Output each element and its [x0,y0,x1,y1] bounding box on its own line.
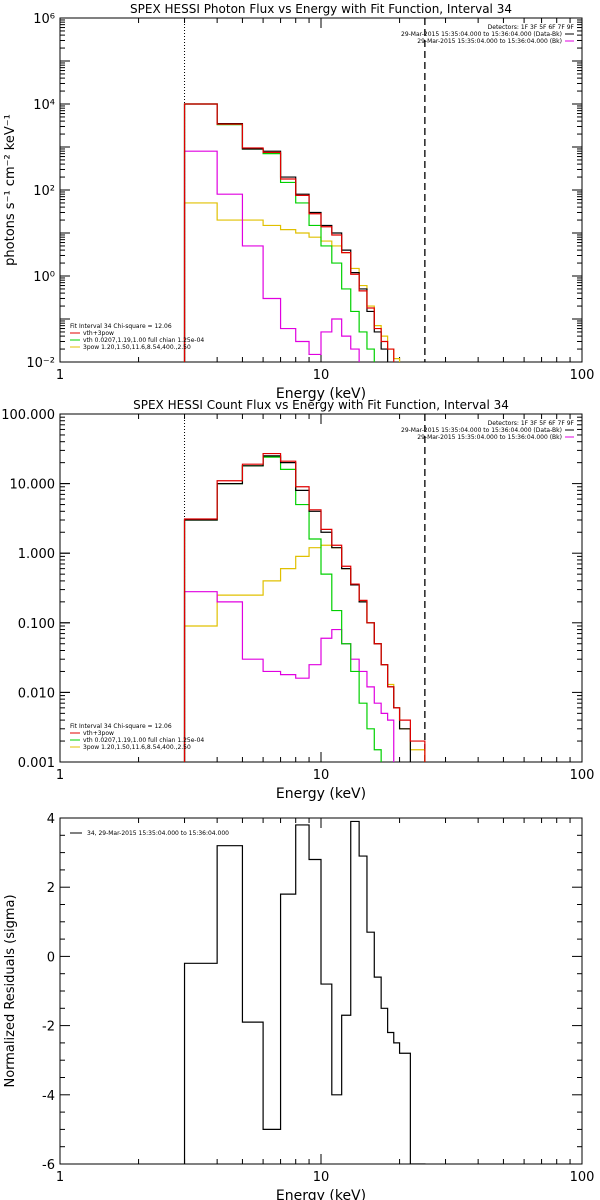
chart-panel-1: 1 10 100 Energy (keV) 10⁻² 10⁰ 10² 10⁴ 10⁶ photon… [3,2,594,402]
y-tick-label: 10.000 [10,478,56,493]
y-axis: 0.001 0.010 0.100 1.000 10.000 100.000 [1,408,582,771]
y-tick-label: 10⁻² [26,356,55,371]
series-layer [183,103,401,362]
y-tick-label: 10⁴ [33,98,55,113]
series-line-vth [183,103,375,362]
y-tick-label: 0 [47,950,55,965]
x-tick-label: 100 [570,768,595,783]
x-axis-title: Energy (keV) [276,786,366,802]
y-tick-label: -2 [42,1020,55,1035]
legend-bottom-label: vth+3pow [83,330,114,337]
x-axis-title: Energy (keV) [276,1188,366,1200]
y-tick-label: 1.000 [18,547,55,562]
y-axis: -6 -4 -2 0 2 4 Normalized Residuals (sigma) [3,812,582,1173]
y-tick-label: -6 [42,1158,55,1173]
x-tick-label: 1 [56,1170,64,1185]
x-tick-label: 10 [313,1170,330,1185]
y-tick-label: 0.001 [18,756,55,771]
legend-bottom-label: 3pow 1.20,1.50,11.6,8.54,400.,2.50 [83,344,191,351]
x-tick-label: 10 [313,368,330,383]
legend-bottom-label: vth 0.0207,1.19,1.00 full chian 1.25e-04 [83,737,204,744]
y-axis-title: Normalized Residuals (sigma) [3,894,18,1087]
x-tick-label: 1 [56,368,64,383]
legend-bottom-label: vth 0.0207,1.19,1.00 full chian 1.25e-04 [83,337,204,344]
series-line-background [183,150,360,362]
x-tick-label: 100 [570,368,595,383]
y-tick-label: 0.100 [18,617,55,632]
y-tick-label: 0.010 [18,686,55,701]
y-axis-title: photons s⁻¹ cm⁻² keV⁻¹ [3,114,18,266]
y-tick-label: 2 [47,881,55,896]
y-tick-label: 4 [47,812,55,827]
plot-frame [59,17,583,363]
y-tick-label: 10⁶ [33,12,55,27]
legend-top-label: 29-Mar-2015 15:35:04.000 to 15:36:04.000… [417,434,562,441]
detectors-text: Detectors: 1F 3F 5F 6F 7F 9F [488,24,575,31]
legend-top-label: 29-Mar-2015 15:35:04.000 to 15:36:04.000… [401,427,562,434]
series-line-total [183,103,389,362]
legend-bottom-label: 3pow 1.20,1.50,11.6,8.54,400.,2.50 [83,744,191,751]
legend-bottom-label: vth+3pow [83,730,114,737]
series-line-vth [183,456,382,762]
legend-top-label: 29-Mar-2015 15:35:04.000 to 15:36:04.000… [401,31,562,38]
plot-frame [59,413,583,763]
series-layer [183,452,426,762]
chart-panel-3: 1 10 100 Energy (keV) -6 -4 -2 0 2 4 Normalized Re… [3,812,594,1200]
series-line-vth_3pow [183,103,395,362]
series-line-3pow [183,544,426,762]
series-line-3pow [183,202,401,362]
y-tick-label: -4 [42,1089,55,1104]
x-axis: 1 10 100 Energy (keV) [56,818,595,1200]
y-tick-label: 10² [33,184,55,199]
fit-chi-text: Fit Interval 34 Chi-square = 12.06 [70,723,172,730]
legend-label: 34, 29-Mar-2015 15:35:04.000 to 15:36:04… [87,830,229,837]
detectors-text: Detectors: 1F 3F 5F 6F 7F 9F [488,420,575,427]
series-line-total [183,820,426,1164]
x-axis-title: Energy (keV) [276,386,366,402]
x-tick-label: 10 [313,768,330,783]
series-line-background [183,591,395,762]
series-line-total [183,455,411,762]
fit-chi-text: Fit Interval 34 Chi-square = 12.06 [70,323,172,330]
series-line-vth_3pow [183,452,426,762]
x-axis: 1 10 100 Energy (keV) [56,18,595,402]
y-axis: 10⁻² 10⁰ 10² 10⁴ 10⁶ photons s⁻¹ cm⁻² keV⁻¹ [3,12,582,371]
x-tick-label: 100 [570,1170,595,1185]
legend-top-label: 29-Mar-2015 15:35:04.000 to 15:36:04.000… [417,38,562,45]
x-axis: 1 10 100 Energy (keV) [56,414,595,802]
chart-panel-2: 1 10 100 Energy (keV) 0.001 0.010 0.100 1.000 10… [1,398,594,802]
series-layer [183,820,426,1164]
y-tick-label: 100.000 [1,408,55,423]
chart-title: SPEX HESSI Photon Flux vs Energy with Fi… [130,2,512,16]
x-tick-label: 1 [56,768,64,783]
chart-title: SPEX HESSI Count Flux vs Energy with Fit… [133,398,509,412]
y-tick-label: 10⁰ [33,270,55,285]
